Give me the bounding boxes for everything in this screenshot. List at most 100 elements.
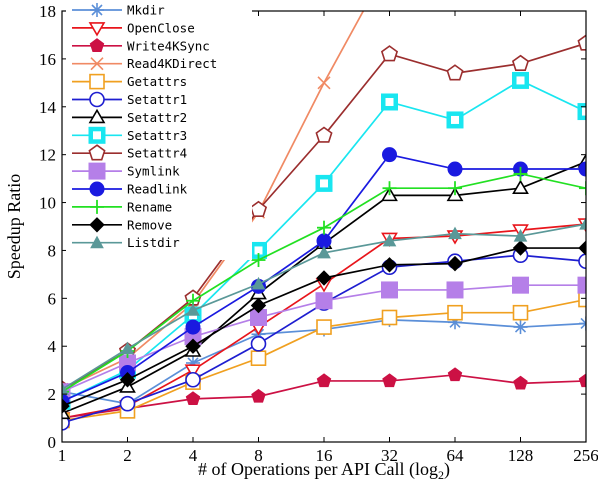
data-point	[578, 291, 586, 308]
data-point-fill	[577, 276, 586, 294]
data-point	[512, 304, 529, 321]
data-point	[513, 229, 528, 242]
data-point	[317, 76, 331, 90]
legend-label: Symlink	[127, 164, 180, 179]
x-axis: 1 2 4 8 16 32 64 128 256	[58, 11, 598, 465]
legend-label: Mkdir	[127, 3, 165, 18]
x-tick-label: 8	[254, 446, 263, 465]
data-point	[62, 398, 70, 414]
legend-marker	[89, 38, 105, 52]
data-point-fill	[381, 281, 398, 299]
legend-marker	[88, 144, 106, 161]
legend-item: Setattr2	[72, 108, 187, 125]
y-axis-label: Speedup Ratio	[4, 174, 24, 280]
x-tick-label: 64	[447, 446, 465, 465]
data-point	[185, 319, 201, 335]
legend-item: Remove	[72, 217, 172, 233]
y-tick-label: 12	[39, 146, 56, 165]
data-point	[382, 373, 397, 388]
data-point-stroke	[580, 322, 586, 330]
legend-marker	[90, 199, 104, 214]
data-point	[316, 373, 332, 388]
legend-item: Mkdir	[72, 3, 165, 18]
legend-label: Remove	[127, 217, 172, 232]
data-point	[381, 309, 398, 326]
data-point	[448, 181, 462, 196]
data-point	[62, 382, 69, 395]
series-listdir	[62, 217, 586, 395]
y-tick-label: 4	[48, 337, 57, 356]
data-point	[315, 126, 333, 143]
y-tick-label: 14	[39, 98, 57, 117]
legend-marker-inner	[93, 131, 101, 140]
data-point	[579, 181, 586, 196]
data-point	[512, 240, 529, 256]
data-point	[447, 304, 463, 321]
legend-marker-stroke	[91, 4, 103, 16]
legend-item: Rename	[72, 199, 172, 214]
x-axis-label-tail: )	[444, 459, 450, 480]
x-axis-label-subscript: 2	[438, 468, 444, 482]
legend-label: Setattr1	[127, 92, 187, 107]
x-tick-label: 256	[573, 446, 598, 465]
x-tick-label: 2	[123, 446, 132, 465]
legend-label: Read4KDirect	[127, 56, 217, 71]
legend-item: Symlink	[72, 162, 180, 180]
y-tick-label: 8	[48, 241, 57, 260]
data-point	[380, 45, 399, 62]
legend-item: Write4KSync	[72, 38, 210, 53]
data-point	[184, 364, 202, 379]
legend-label: Setattr3	[127, 128, 187, 143]
legend-item: Listdir	[72, 235, 180, 250]
data-point-inner	[516, 76, 525, 85]
x-tick-label: 4	[189, 446, 198, 465]
data-point	[579, 217, 586, 230]
legend-marker-fill	[88, 162, 106, 180]
legend-item: Read4KDirect	[72, 56, 217, 71]
data-point-inner	[254, 246, 263, 255]
data-point	[249, 200, 268, 218]
legend-marker	[89, 217, 105, 233]
data-point	[381, 281, 398, 299]
legend-marker	[90, 3, 104, 17]
data-point-inner	[582, 107, 586, 116]
data-point	[316, 319, 332, 335]
data-point-stroke	[317, 76, 331, 90]
y-axis: 0 2 4 6 8 10 12 14 16 18	[39, 2, 586, 452]
data-point	[381, 257, 398, 273]
legend-label: Getattrs	[127, 74, 187, 89]
series-remove	[62, 240, 586, 414]
data-point	[446, 111, 464, 129]
x-tick-label: 32	[381, 446, 398, 465]
legend-label: Rename	[127, 199, 172, 214]
data-point	[317, 245, 331, 259]
data-point	[119, 372, 136, 388]
x-tick-label: 16	[316, 446, 333, 465]
data-point	[186, 303, 200, 316]
legend-marker	[89, 91, 105, 108]
x-axis-label-main: # of Operations per API Call (log	[198, 459, 438, 480]
legend-label: Setattr2	[127, 110, 187, 125]
y-tick-label: 10	[39, 194, 56, 213]
data-point-fill	[512, 276, 529, 294]
data-point	[448, 226, 462, 240]
data-point-fill	[446, 281, 464, 299]
legend-item: OpenClose	[72, 20, 195, 37]
data-point	[250, 297, 267, 314]
legend-marker	[89, 181, 105, 197]
data-point-stroke	[514, 321, 527, 333]
legend-item: Setattr4	[72, 144, 187, 161]
legend-marker	[88, 22, 106, 37]
legend-marker-stroke	[90, 57, 104, 71]
y-tick-label: 2	[48, 385, 57, 404]
x-axis-label: # of Operations per API Call (log2)	[198, 459, 450, 482]
series-setattr3	[62, 71, 586, 410]
data-point	[446, 64, 464, 81]
legend-item: Getattrs	[72, 73, 187, 90]
data-point-inner	[451, 115, 459, 124]
data-point	[579, 316, 586, 331]
data-point	[119, 395, 136, 412]
data-point	[577, 34, 586, 51]
data-point	[512, 71, 529, 89]
